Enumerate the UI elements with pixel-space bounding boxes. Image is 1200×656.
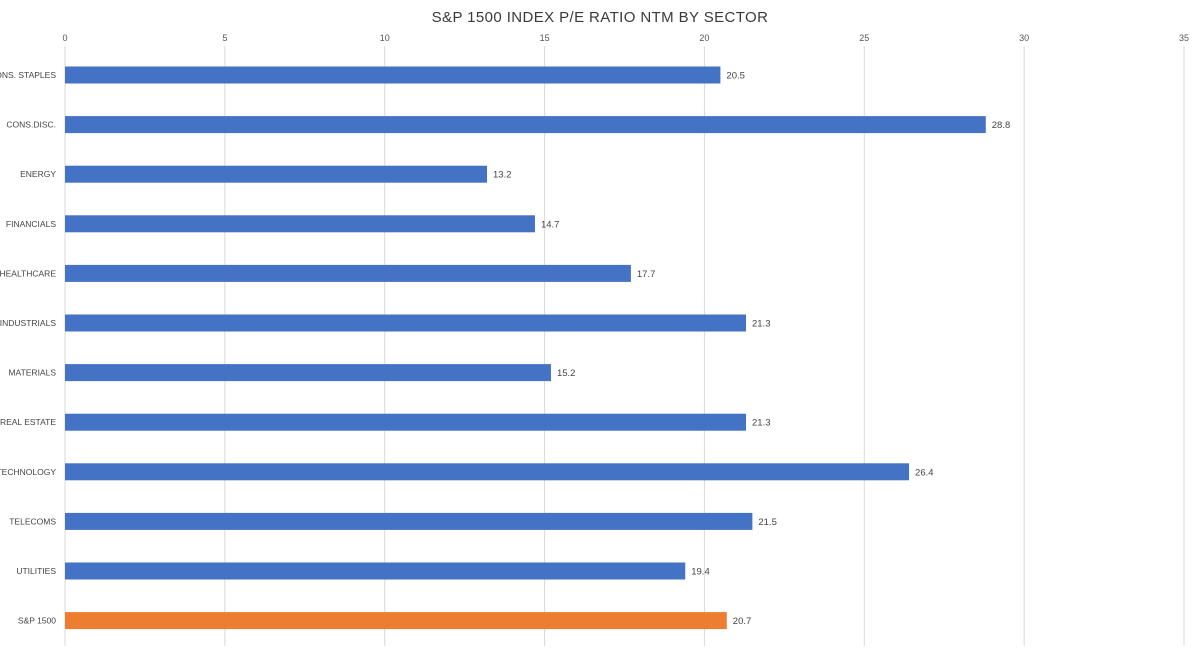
category-label: S&P 1500 — [18, 616, 56, 626]
category-label: MATERIALS — [8, 368, 56, 378]
data-label: 14.7 — [541, 219, 560, 230]
bar — [65, 413, 746, 431]
data-label: 20.5 — [726, 71, 745, 82]
x-axis-ticks: 0 5 10 15 20 25 30 35 — [62, 33, 1189, 43]
data-label: 26.4 — [915, 467, 934, 478]
category-label: REAL ESTATE — [0, 417, 56, 427]
category-label: FINANCIALS — [6, 219, 56, 229]
x-tick-label: 25 — [859, 33, 869, 43]
bar — [65, 116, 986, 134]
category-label: ENERGY — [20, 169, 56, 179]
x-tick-label: 30 — [1019, 33, 1029, 43]
x-tick-label: 10 — [380, 33, 390, 43]
x-tick-label: 20 — [699, 33, 709, 43]
data-label: 17.7 — [637, 269, 656, 280]
bar — [65, 364, 551, 382]
data-label: 21.3 — [752, 418, 771, 429]
bar — [65, 165, 488, 183]
category-label: TELECOMS — [9, 516, 56, 526]
chart-title: S&P 1500 INDEX P/E RATIO NTM BY SECTOR — [432, 9, 769, 26]
bar — [65, 512, 753, 530]
bar — [65, 215, 535, 233]
bar — [65, 314, 746, 332]
bars — [65, 66, 986, 630]
bar — [65, 66, 721, 84]
data-label: 21.5 — [758, 517, 777, 528]
category-label: UTILITIES — [16, 566, 56, 576]
bar — [65, 612, 727, 630]
data-label: 20.7 — [733, 616, 752, 627]
category-label: TECHNOLOGY — [0, 467, 56, 477]
bar — [65, 264, 631, 282]
category-labels: CONS. STAPLES CONS.DISC. ENERGY FINANCIALS H… — [0, 70, 56, 626]
bar — [65, 562, 686, 580]
data-labels: 20.5 28.8 13.2 14.7 17.7 21.3 15.2 21.3 26.4 21.5… — [493, 71, 1010, 628]
x-tick-label: 5 — [222, 33, 227, 43]
data-label: 28.8 — [992, 120, 1011, 131]
data-label: 21.3 — [752, 319, 771, 330]
data-label: 15.2 — [557, 368, 576, 379]
gridlines — [64, 46, 1185, 646]
category-label: INDUSTRIALS — [0, 318, 56, 328]
data-label: 13.2 — [493, 170, 512, 181]
x-tick-label: 0 — [62, 33, 67, 43]
category-label: CONS. STAPLES — [0, 70, 56, 80]
category-label: HEALTHCARE — [0, 268, 56, 278]
category-label: CONS.DISC. — [6, 120, 56, 130]
data-label: 19.4 — [691, 567, 710, 578]
x-tick-label: 35 — [1179, 33, 1189, 43]
bar — [65, 463, 910, 481]
x-tick-label: 15 — [540, 33, 550, 43]
